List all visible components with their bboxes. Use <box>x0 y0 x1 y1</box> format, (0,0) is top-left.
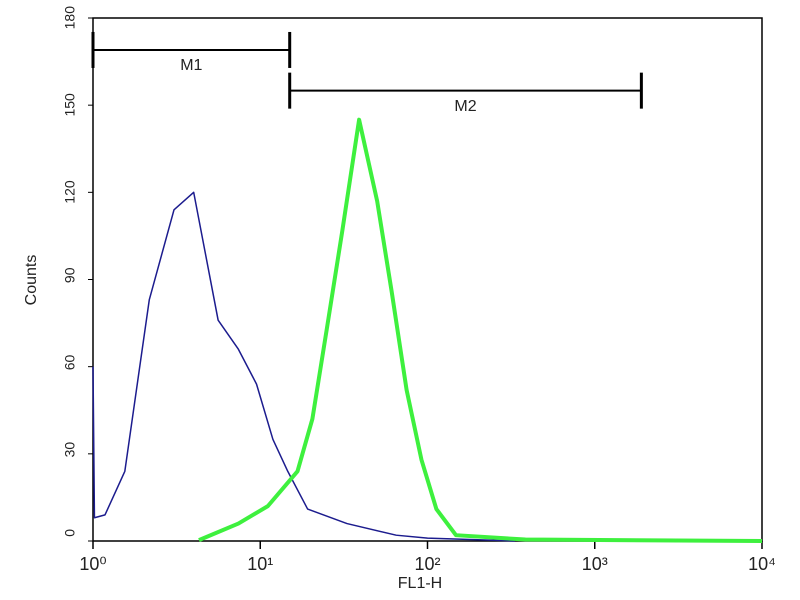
marker-label: M2 <box>454 98 476 115</box>
y-axis-label: Counts <box>23 255 40 306</box>
x-tick-label: 10² <box>414 554 440 574</box>
plot-frame <box>92 17 763 542</box>
y-tick-label: 0 <box>62 529 78 537</box>
x-tick-label: 10⁰ <box>79 554 106 574</box>
series-line <box>92 191 515 542</box>
y-tick-label: 30 <box>62 442 78 458</box>
y-tick-label: 150 <box>62 93 78 117</box>
x-axis-label: FL1-H <box>398 575 442 592</box>
marker-label: M1 <box>180 57 202 74</box>
series-line <box>198 117 763 543</box>
y-tick-label: 60 <box>62 354 78 370</box>
x-tick-label: 10⁴ <box>748 554 776 574</box>
y-tick-label: 120 <box>62 180 78 204</box>
x-tick-label: 10³ <box>582 554 608 574</box>
x-tick-label: 10¹ <box>247 554 273 574</box>
y-tick-label: 180 <box>62 6 78 30</box>
y-tick-label: 90 <box>62 267 78 283</box>
